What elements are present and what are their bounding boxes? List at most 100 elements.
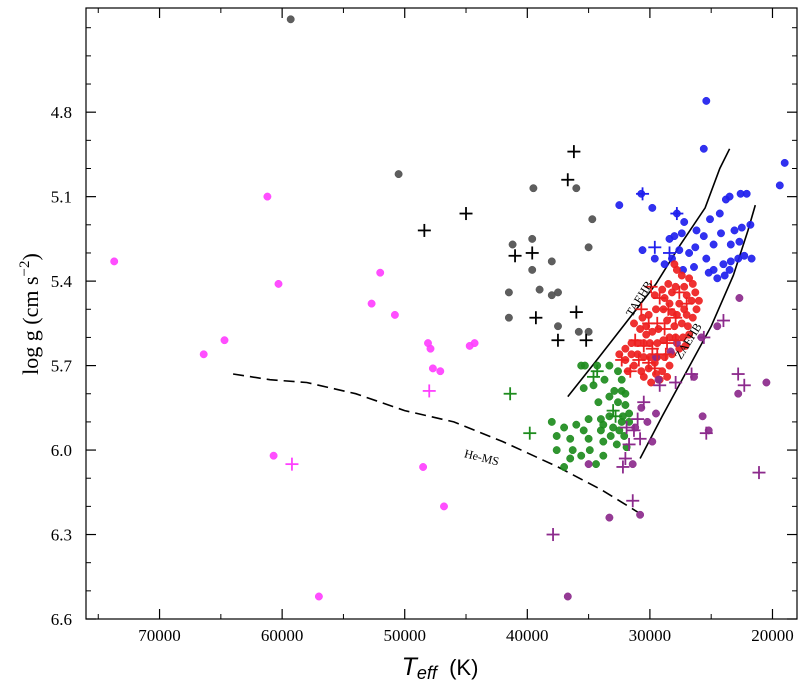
data-point-plus bbox=[653, 378, 667, 392]
data-point-circle bbox=[579, 426, 588, 435]
data-point-circle bbox=[584, 243, 593, 252]
data-point-plus bbox=[417, 223, 431, 237]
y-axis-label-sup: −2 bbox=[17, 260, 33, 276]
data-point-plus bbox=[422, 384, 436, 398]
data-point-plus bbox=[697, 330, 711, 344]
data-point-circle bbox=[390, 310, 399, 319]
data-point-circle bbox=[286, 15, 295, 24]
data-point-plus bbox=[672, 285, 686, 299]
data-point-circle bbox=[579, 384, 588, 393]
data-point-circle bbox=[734, 389, 743, 398]
data-point-circle bbox=[735, 294, 744, 302]
data-point-circle bbox=[665, 361, 674, 370]
data-point-plus bbox=[737, 378, 751, 392]
data-point-circle bbox=[630, 361, 638, 370]
data-point-circle bbox=[566, 454, 575, 463]
data-point-plus bbox=[636, 187, 650, 201]
data-point-plus bbox=[551, 333, 565, 347]
data-point-circle bbox=[605, 361, 614, 370]
data-point-circle bbox=[654, 375, 663, 384]
data-point-circle bbox=[584, 327, 593, 336]
data-point-plus bbox=[503, 387, 517, 401]
data-point-circle bbox=[588, 215, 597, 224]
data-point-circle bbox=[584, 415, 593, 424]
data-point-circle bbox=[628, 460, 637, 469]
data-point-circle bbox=[528, 234, 537, 243]
data-point-plus bbox=[620, 421, 634, 435]
y-tick-label: 5.1 bbox=[51, 188, 72, 207]
data-point-circle bbox=[648, 437, 657, 446]
data-point-circle bbox=[199, 350, 208, 359]
data-point-circle bbox=[552, 446, 561, 455]
data-point-circle bbox=[691, 288, 700, 297]
y-axis-title: log g (cm s−2) bbox=[17, 253, 43, 375]
axis-ticks: 70000 60000 50000 40000 30000 20000 4.8 5.1 5.4 5… bbox=[51, 8, 797, 645]
x-axis-label-sub: eff bbox=[417, 663, 439, 683]
data-point-circle bbox=[636, 510, 645, 519]
data-point-circle bbox=[428, 364, 437, 373]
data-point-plus bbox=[752, 466, 766, 480]
data-point-plus bbox=[669, 333, 683, 347]
data-point-circle bbox=[220, 336, 229, 345]
data-point-circle bbox=[694, 296, 703, 305]
data-point-circle bbox=[606, 432, 615, 440]
data-point-circle bbox=[699, 232, 708, 241]
y-axis-label-close: ) bbox=[18, 253, 43, 260]
data-point-plus bbox=[606, 404, 620, 418]
data-point-circle bbox=[709, 240, 718, 249]
data-point-circle bbox=[599, 437, 608, 446]
data-point-plus bbox=[669, 311, 683, 325]
data-point-circle bbox=[584, 434, 593, 443]
data-point-circle bbox=[574, 327, 583, 336]
data-point-plus bbox=[626, 494, 640, 508]
data-point-plus bbox=[659, 347, 673, 361]
data-point-plus bbox=[644, 280, 658, 294]
data-point-circle bbox=[721, 195, 730, 204]
data-point-circle bbox=[600, 375, 609, 384]
data-point-circle bbox=[547, 257, 556, 266]
data-point-circle bbox=[747, 254, 756, 263]
y-tick-label: 6.6 bbox=[51, 610, 72, 629]
data-point-circle bbox=[780, 158, 789, 167]
data-point-plus bbox=[642, 356, 656, 370]
data-point-circle bbox=[746, 220, 755, 229]
data-point-circle bbox=[621, 344, 630, 353]
data-point-plus bbox=[637, 395, 651, 409]
data-point-plus bbox=[660, 336, 674, 350]
data-point-plus bbox=[567, 145, 581, 159]
data-point-circle bbox=[263, 192, 272, 201]
data-point-plus bbox=[648, 361, 662, 375]
data-point-circle bbox=[647, 378, 656, 387]
data-point-circle bbox=[704, 268, 713, 277]
data-point-circle bbox=[720, 271, 729, 280]
y-tick-label: 6.0 bbox=[51, 441, 72, 460]
data-point-circle bbox=[690, 263, 698, 271]
data-point-circle bbox=[715, 209, 724, 218]
data-point-circle bbox=[566, 434, 575, 443]
data-point-circle bbox=[314, 592, 323, 601]
x-axis-title: Teff (K) bbox=[402, 653, 479, 683]
data-point-circle bbox=[584, 460, 593, 469]
curve-he-ms bbox=[232, 373, 639, 513]
data-point-circle bbox=[692, 305, 701, 314]
data-point-circle bbox=[775, 181, 784, 190]
plot-frame bbox=[85, 7, 798, 620]
data-point-circle bbox=[554, 288, 562, 297]
data-point-circle bbox=[762, 378, 771, 387]
data-point-plus bbox=[623, 364, 637, 378]
data-point-circle bbox=[643, 417, 652, 426]
data-point-circle bbox=[713, 322, 722, 331]
data-point-circle bbox=[670, 322, 679, 331]
data-point-circle bbox=[706, 215, 714, 224]
data-point-circle bbox=[642, 330, 651, 339]
data-point-circle bbox=[470, 339, 479, 348]
data-point-plus bbox=[525, 246, 539, 260]
data-point-circle bbox=[672, 265, 681, 274]
data-point-circle bbox=[680, 282, 689, 291]
data-point-circle bbox=[630, 319, 638, 328]
data-point-circle bbox=[560, 423, 569, 432]
data-point-plus bbox=[661, 302, 675, 316]
data-point-circle bbox=[665, 299, 674, 308]
data-point-circle bbox=[436, 367, 445, 376]
